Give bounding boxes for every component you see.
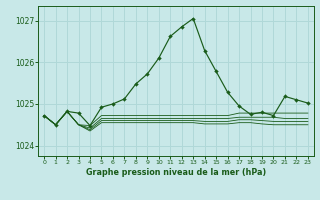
X-axis label: Graphe pression niveau de la mer (hPa): Graphe pression niveau de la mer (hPa): [86, 168, 266, 177]
